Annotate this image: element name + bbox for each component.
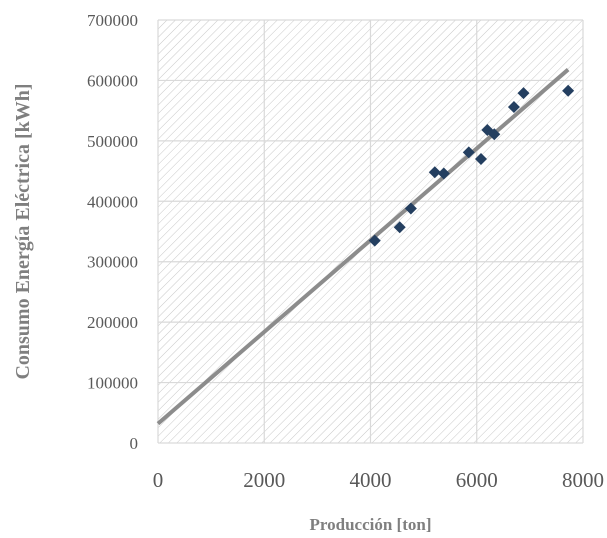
- y-tick-label-0: 0: [130, 434, 139, 453]
- x-tick-label-0: 0: [153, 468, 164, 492]
- x-tick-label-4: 8000: [562, 468, 604, 492]
- tick-labels: 0 100000 200000 300000 400000 500000 600000 700…: [87, 11, 604, 492]
- trendline: [156, 68, 570, 426]
- y-tick-label-5: 500000: [87, 132, 138, 151]
- data-point-5: [462, 146, 475, 159]
- data-point-0: [368, 234, 381, 247]
- x-tick-label-1: 2000: [243, 468, 285, 492]
- y-axis-title: Consumo Energía Eléctrica [kWh]: [12, 83, 34, 379]
- x-tick-label-2: 4000: [350, 468, 392, 492]
- data-point-4: [437, 167, 450, 180]
- data-point-6: [475, 152, 487, 165]
- data-point-1: [393, 221, 406, 234]
- gridlines: [157, 19, 584, 444]
- data-point-11: [562, 84, 575, 97]
- y-tick-label-7: 700000: [87, 11, 138, 30]
- y-tick-label-1: 100000: [87, 374, 138, 393]
- y-tick-label-6: 600000: [87, 71, 138, 90]
- y-tick-label-3: 300000: [87, 253, 138, 272]
- trendline-layer: [156, 68, 570, 426]
- y-tick-label-2: 200000: [87, 313, 138, 332]
- data-markers: [368, 84, 575, 247]
- y-tick-label-4: 400000: [87, 192, 138, 211]
- data-point-3: [428, 166, 441, 179]
- x-axis-title: Producción [ton]: [310, 515, 432, 534]
- data-point-8: [488, 128, 501, 141]
- data-point-9: [507, 101, 520, 114]
- data-point-2: [404, 202, 417, 215]
- x-tick-label-3: 6000: [456, 468, 498, 492]
- data-point-10: [517, 87, 530, 100]
